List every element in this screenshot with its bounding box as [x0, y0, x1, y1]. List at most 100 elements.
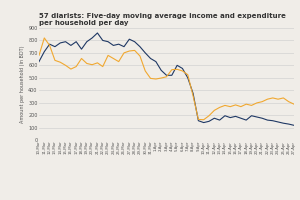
expenditure: [255, 102, 259, 104]
expenditure: [112, 57, 115, 60]
income: [271, 120, 275, 122]
income: [58, 42, 62, 44]
income: [175, 64, 179, 67]
income: [186, 77, 190, 79]
expenditure: [90, 64, 94, 66]
income: [207, 120, 211, 123]
income: [143, 52, 147, 54]
income: [239, 117, 243, 119]
expenditure: [181, 70, 184, 72]
Line: income: income: [39, 33, 294, 125]
income: [64, 40, 68, 43]
expenditure: [260, 100, 264, 103]
expenditure: [101, 65, 105, 68]
expenditure: [48, 44, 51, 47]
expenditure: [154, 78, 158, 80]
income: [292, 124, 296, 127]
income: [43, 50, 46, 53]
expenditure: [138, 55, 142, 57]
income: [266, 119, 269, 121]
expenditure: [37, 54, 41, 57]
income: [191, 92, 195, 95]
income: [165, 74, 168, 76]
expenditure: [96, 62, 99, 64]
income: [90, 37, 94, 39]
expenditure: [133, 49, 136, 52]
expenditure: [229, 105, 232, 108]
expenditure: [122, 52, 126, 54]
expenditure: [244, 103, 248, 105]
income: [202, 121, 206, 124]
expenditure: [80, 57, 83, 60]
Line: expenditure: expenditure: [39, 38, 294, 120]
expenditure: [64, 64, 68, 67]
expenditure: [191, 95, 195, 97]
expenditure: [106, 54, 110, 57]
expenditure: [74, 65, 78, 68]
income: [149, 57, 152, 60]
expenditure: [43, 37, 46, 39]
expenditure: [69, 68, 73, 70]
income: [69, 44, 73, 47]
income: [196, 120, 200, 122]
income: [53, 45, 57, 48]
expenditure: [165, 76, 168, 78]
Y-axis label: Amount per household (in BDT): Amount per household (in BDT): [20, 45, 26, 123]
expenditure: [212, 109, 216, 112]
income: [37, 60, 41, 63]
expenditure: [186, 73, 190, 76]
expenditure: [292, 103, 296, 105]
income: [48, 43, 51, 45]
expenditure: [143, 70, 147, 72]
income: [229, 116, 232, 119]
income: [170, 74, 174, 76]
income: [112, 44, 115, 47]
expenditure: [175, 68, 179, 71]
income: [282, 122, 285, 124]
expenditure: [128, 50, 131, 52]
expenditure: [239, 105, 243, 108]
expenditure: [234, 104, 237, 106]
income: [96, 32, 99, 34]
expenditure: [207, 115, 211, 117]
expenditure: [170, 68, 174, 71]
income: [250, 115, 253, 117]
income: [138, 45, 142, 48]
income: [80, 48, 83, 50]
income: [133, 40, 136, 43]
expenditure: [202, 119, 206, 121]
expenditure: [159, 77, 163, 79]
expenditure: [266, 98, 269, 100]
income: [212, 117, 216, 119]
expenditure: [196, 118, 200, 121]
expenditure: [250, 104, 253, 107]
income: [117, 43, 121, 45]
income: [276, 121, 280, 123]
income: [106, 40, 110, 43]
income: [234, 115, 237, 118]
income: [101, 39, 105, 42]
income: [287, 123, 290, 125]
income: [74, 40, 78, 43]
expenditure: [117, 60, 121, 63]
income: [154, 60, 158, 63]
income: [255, 116, 259, 118]
expenditure: [223, 104, 227, 107]
Text: 57 diarists: Five-day moving average income and expenditure per household per da: 57 diarists: Five-day moving average inc…: [39, 13, 286, 26]
income: [85, 40, 88, 43]
income: [260, 117, 264, 119]
expenditure: [149, 77, 152, 80]
income: [128, 38, 131, 40]
expenditure: [85, 62, 88, 65]
expenditure: [218, 106, 221, 109]
income: [159, 69, 163, 72]
income: [244, 119, 248, 121]
expenditure: [276, 98, 280, 100]
expenditure: [53, 59, 57, 62]
income: [122, 45, 126, 48]
expenditure: [58, 61, 62, 63]
income: [223, 115, 227, 117]
expenditure: [287, 100, 290, 103]
expenditure: [282, 97, 285, 99]
expenditure: [271, 97, 275, 99]
